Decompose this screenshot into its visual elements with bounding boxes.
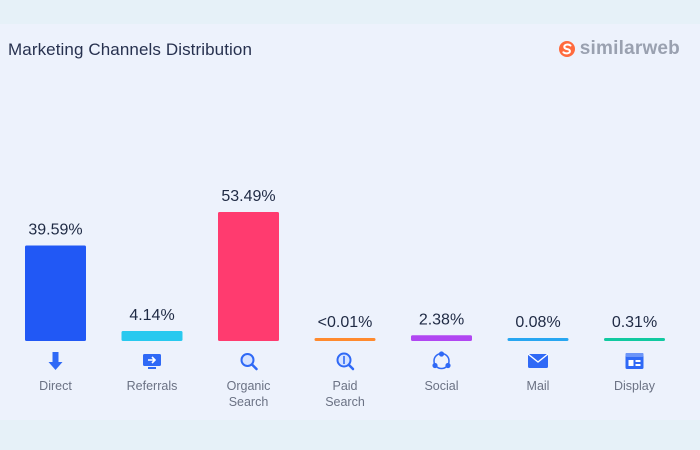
bar-referrals (121, 331, 183, 341)
category-label-organic-search-line-1: Organic (227, 379, 271, 393)
bar-organic-search (218, 212, 279, 341)
similarweb-logo-icon (558, 41, 575, 57)
bar-paid-search (314, 338, 376, 341)
bar-display (604, 338, 665, 341)
chart-card: Marketing Channels Distribution similarw… (0, 24, 700, 420)
value-label-display: 0.31% (612, 314, 657, 331)
display-window-icon (625, 353, 644, 369)
value-label-paid-search: <0.01% (318, 314, 373, 331)
bar-mail (507, 338, 569, 341)
value-label-social: 2.38% (419, 311, 464, 328)
arrow-down-icon (48, 352, 63, 370)
category-label-referrals: Referrals (127, 379, 178, 393)
social-network-icon (432, 351, 451, 370)
paid-search-coin-icon (336, 352, 355, 371)
logo-text: similarweb (579, 38, 680, 59)
value-label-referrals: 4.14% (129, 307, 174, 324)
chart-title: Marketing Channels Distribution (8, 40, 253, 59)
mail-envelope-icon (527, 353, 549, 368)
category-label-display: Display (614, 379, 656, 393)
similarweb-logo: similarweb (558, 38, 680, 60)
referral-monitor-icon (143, 354, 161, 369)
category-label-paid-search-line-1: Paid (332, 379, 357, 393)
category-label-social: Social (424, 379, 458, 393)
category-label-paid-search-line-2: Search (325, 395, 365, 409)
bar-direct (25, 245, 86, 341)
bar-social (411, 335, 472, 341)
value-label-organic-search: 53.49% (221, 188, 275, 205)
category-label-direct: Direct (39, 379, 72, 393)
category-label-mail: Mail (527, 379, 550, 393)
value-label-direct: 39.59% (28, 222, 82, 239)
search-magnifier-icon (240, 353, 258, 371)
category-label-organic-search-line-2: Search (229, 395, 269, 409)
labels-layer: 39.59% Direct 4.14% Referrals 53.49% Organic S… (28, 188, 657, 409)
bars-layer (25, 212, 665, 341)
icons-layer (48, 351, 644, 371)
value-label-mail: 0.08% (515, 314, 560, 331)
